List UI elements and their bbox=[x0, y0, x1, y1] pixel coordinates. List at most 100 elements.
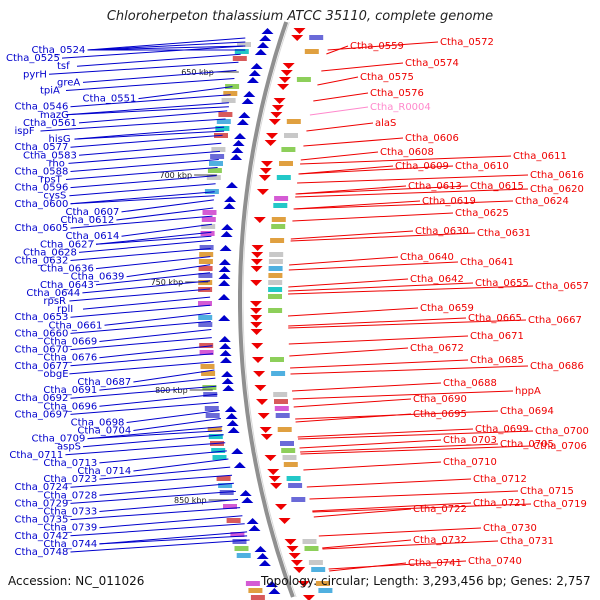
left-label-connector bbox=[116, 207, 214, 221]
left-label-connector bbox=[78, 110, 228, 124]
forward-gene-arrow bbox=[218, 294, 230, 300]
right-label-connector bbox=[297, 430, 534, 440]
right-gene-label: Ctha_0694 bbox=[500, 406, 554, 417]
left-gene-label: Ctha_0733 bbox=[43, 507, 97, 518]
forward-gene-arrow bbox=[220, 231, 233, 237]
left-label-connector bbox=[69, 361, 214, 375]
cog-block-outer bbox=[269, 252, 284, 257]
cog-block-inner bbox=[237, 42, 251, 47]
left-label-connector bbox=[70, 159, 219, 172]
right-gene-label: Ctha_0616 bbox=[530, 170, 584, 181]
right-label-connector bbox=[298, 165, 454, 175]
left-gene-label: Ctha_0588 bbox=[15, 167, 69, 178]
forward-gene-arrow bbox=[265, 581, 278, 587]
left-label-connector bbox=[99, 393, 218, 407]
reverse-gene-arrow bbox=[261, 161, 273, 167]
left-label-connector bbox=[99, 531, 248, 545]
right-gene-label: Ctha_0671 bbox=[470, 331, 524, 342]
left-gene-label: Ctha_0728 bbox=[43, 490, 97, 501]
right-gene-label: Ctha_0642 bbox=[410, 274, 464, 285]
left-gene-label: Ctha_0660 bbox=[15, 328, 69, 339]
right-label-connector bbox=[312, 503, 532, 513]
kbp-label: 700 kbp bbox=[159, 171, 192, 180]
right-label-connector bbox=[318, 527, 482, 537]
cog-block-inner bbox=[200, 231, 215, 236]
kbp-label: 650 kbp bbox=[181, 68, 214, 77]
right-label-connector bbox=[295, 410, 499, 420]
left-label-connector bbox=[104, 312, 211, 326]
cog-block-outer bbox=[296, 77, 311, 82]
cog-block-outer bbox=[279, 161, 293, 166]
left-gene-label: aspS bbox=[57, 442, 81, 453]
cog-block-inner bbox=[206, 175, 221, 180]
left-gene-label: Ctha_0677 bbox=[15, 361, 69, 372]
cog-block-outer bbox=[284, 133, 298, 138]
cog-block-inner bbox=[199, 343, 214, 348]
cog-block-inner bbox=[203, 392, 218, 397]
right-label-connector bbox=[312, 502, 472, 512]
cog-block-inner bbox=[223, 91, 238, 96]
left-label-connector bbox=[82, 280, 211, 294]
right-gene-label: Ctha_0710 bbox=[443, 457, 497, 468]
right-label-connector bbox=[290, 232, 476, 242]
cog-block-inner bbox=[211, 448, 226, 453]
right-label-connector bbox=[322, 539, 412, 549]
left-label-connector bbox=[48, 61, 239, 75]
right-gene-label: Ctha_0631 bbox=[477, 228, 531, 239]
forward-gene-arrow bbox=[243, 91, 256, 97]
right-gene-label: Ctha_0572 bbox=[440, 37, 494, 48]
left-label-connector bbox=[65, 167, 218, 180]
right-gene-label: Ctha_0655 bbox=[475, 278, 529, 289]
left-gene-label: Ctha_0711 bbox=[9, 450, 63, 461]
cog-block-inner bbox=[234, 546, 249, 551]
cog-block-inner bbox=[208, 434, 223, 439]
right-label-connector bbox=[288, 319, 527, 329]
reverse-gene-arrow bbox=[286, 546, 299, 552]
left-label-connector bbox=[70, 507, 241, 521]
left-label-connector bbox=[76, 53, 241, 67]
right-gene-label: Ctha_0715 bbox=[520, 486, 574, 497]
genome-backbone-inner bbox=[242, 21, 297, 598]
cog-block-inner bbox=[209, 161, 223, 166]
left-label-connector bbox=[40, 118, 226, 132]
cog-block-inner bbox=[250, 595, 265, 600]
cog-block-outer bbox=[271, 371, 286, 376]
cog-block-inner bbox=[198, 266, 213, 271]
right-label-connector bbox=[303, 461, 442, 471]
right-label-connector bbox=[287, 307, 419, 317]
left-gene-label: Ctha_0723 bbox=[43, 474, 97, 485]
cog-block-inner bbox=[204, 406, 219, 411]
cog-block-outer bbox=[276, 175, 291, 180]
cog-block-inner bbox=[234, 49, 249, 54]
cog-block-inner bbox=[218, 483, 233, 488]
right-gene-label: Ctha_0730 bbox=[483, 523, 537, 534]
left-label-connector bbox=[95, 231, 212, 245]
left-gene-label: Ctha_0596 bbox=[15, 183, 69, 194]
right-gene-label: Ctha_0630 bbox=[415, 226, 469, 237]
left-gene-label: Ctha_0691 bbox=[43, 385, 97, 396]
right-gene-label: Ctha_0712 bbox=[473, 474, 527, 485]
left-label-connector bbox=[99, 345, 213, 359]
forward-gene-arrow bbox=[221, 378, 234, 384]
left-gene-label: cysS bbox=[43, 191, 66, 202]
right-label-connector bbox=[306, 122, 374, 132]
right-label-connector bbox=[291, 382, 442, 392]
cog-block-outer bbox=[315, 581, 330, 586]
cog-block-inner bbox=[198, 315, 213, 320]
right-gene-label: Ctha_0609 bbox=[395, 161, 449, 172]
forward-gene-arrow bbox=[246, 77, 259, 83]
cog-block-inner bbox=[202, 210, 217, 215]
left-gene-label: Ctha_0600 bbox=[15, 199, 69, 210]
forward-gene-arrow bbox=[258, 560, 271, 566]
reverse-gene-arrow bbox=[260, 434, 273, 440]
forward-gene-arrow bbox=[221, 371, 234, 377]
reverse-gene-arrow bbox=[250, 259, 263, 265]
left-gene-label: Ctha_0748 bbox=[15, 547, 69, 558]
right-gene-label: Ctha_0722 bbox=[413, 504, 467, 515]
cog-block-outer bbox=[286, 119, 301, 124]
cog-block-inner bbox=[232, 56, 247, 61]
left-label-connector bbox=[69, 288, 211, 302]
cog-block-outer bbox=[273, 392, 288, 397]
right-gene-label: Ctha_0672 bbox=[410, 343, 464, 354]
